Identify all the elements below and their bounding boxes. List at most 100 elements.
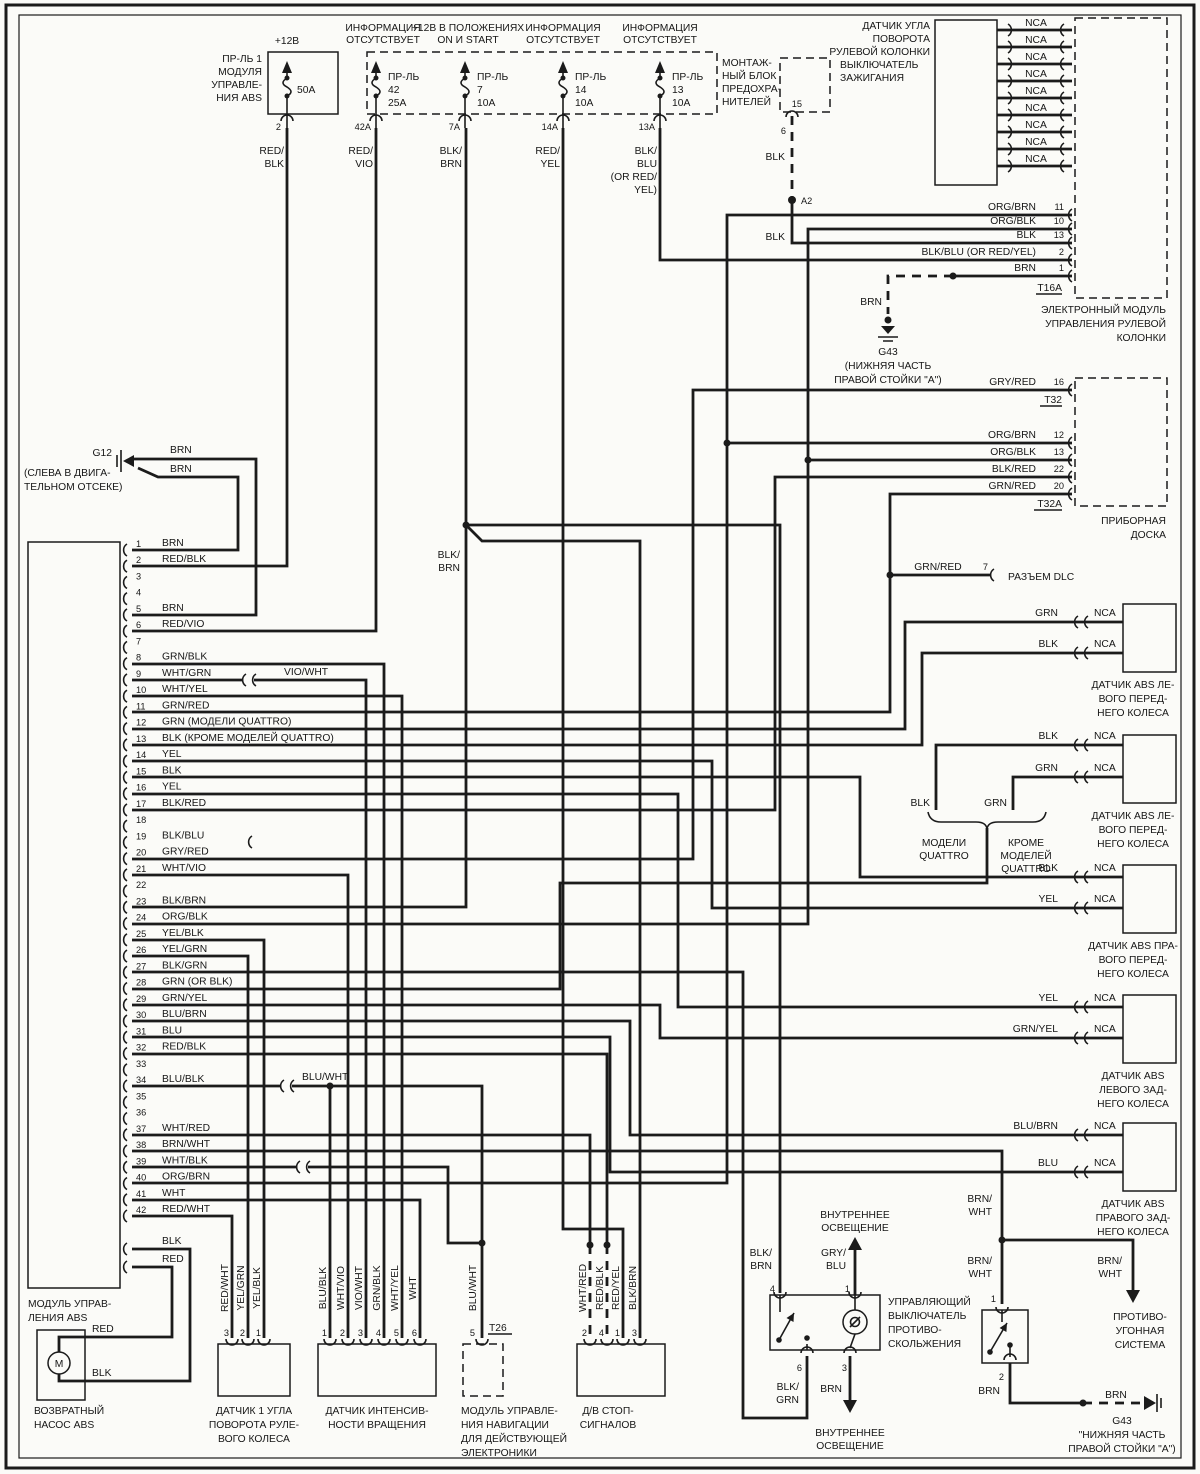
svg-text:ВОГО КОЛЕСА: ВОГО КОЛЕСА xyxy=(218,1434,290,1445)
pin-number: 35 xyxy=(136,1091,146,1101)
junction-a2: A2 xyxy=(801,196,812,206)
svg-text:BLK/: BLK/ xyxy=(635,146,657,157)
module-pin-row: 6 RED/VIO xyxy=(122,619,204,638)
svg-text:RED/BLK: RED/BLK xyxy=(595,1266,606,1310)
svg-text:УГОННАЯ: УГОННАЯ xyxy=(1116,1326,1165,1337)
pin-connector-icon xyxy=(122,868,128,882)
antitheft-switch-box xyxy=(981,1309,1029,1364)
module-pin-row: 12 GRN (МОДЕЛИ QUATTRO) xyxy=(122,717,291,736)
abs-sensor-5-box xyxy=(1122,1122,1177,1192)
pin-connector-icon xyxy=(122,1063,128,1077)
pin-wire-label: BLK xyxy=(162,765,182,776)
interior-light-bottom: ВНУТРЕННЕЕ xyxy=(815,1428,885,1439)
module-pin-row: 32 RED/BLK xyxy=(122,1042,206,1061)
lamp-filament-icon xyxy=(849,1316,861,1328)
svg-text:25A: 25A xyxy=(388,98,406,109)
svg-text:ПОВОРОТА РУЛЕ-: ПОВОРОТА РУЛЕ- xyxy=(209,1420,299,1431)
pin-wire-label: BLK/GRN xyxy=(162,960,207,971)
svg-text:YEL/GRN: YEL/GRN xyxy=(236,1265,247,1310)
module-pin-row: 7 xyxy=(122,636,141,655)
nca-row: NCA xyxy=(997,86,1072,105)
svg-text:RED/: RED/ xyxy=(348,146,373,157)
svg-text:20: 20 xyxy=(1054,481,1064,491)
pin-connector-icon xyxy=(122,933,128,947)
module-pin-row: 41 WHT xyxy=(122,1188,186,1207)
pin-wire-label: GRN/RED xyxy=(162,700,209,711)
svg-text:1: 1 xyxy=(845,1284,850,1294)
module-pin-row: 25 YEL/BLK xyxy=(122,928,204,947)
svg-text:3: 3 xyxy=(358,1328,363,1338)
pin-number: 27 xyxy=(136,961,146,971)
pin9-viowht: VIO/WHT xyxy=(284,667,329,678)
svg-text:BLU/BRN: BLU/BRN xyxy=(1013,1121,1058,1132)
pin-number: 14 xyxy=(136,750,146,760)
svg-text:2: 2 xyxy=(582,1328,587,1338)
svg-text:ЗАЖИГАНИЯ: ЗАЖИГАНИЯ xyxy=(840,73,904,84)
pin-wire-label: WHT/YEL xyxy=(162,684,208,695)
pin-number: 2 xyxy=(136,555,141,565)
svg-text:BRN: BRN xyxy=(1105,1390,1127,1401)
svg-text:16: 16 xyxy=(1054,377,1064,387)
pin-number: 21 xyxy=(136,864,146,874)
svg-text:СИГНАЛОВ: СИГНАЛОВ xyxy=(580,1420,637,1431)
pump-blk: BLK xyxy=(92,1368,112,1379)
svg-text:ВОГО ПЕРЕД-: ВОГО ПЕРЕД- xyxy=(1099,955,1168,966)
fuse42-name: ПР-ЛЬ xyxy=(388,72,419,83)
module-pin-row: 11 GRN/RED xyxy=(122,700,209,720)
pin-wire-label: BLK (КРОМЕ МОДЕЛЕЙ QUATTRO) xyxy=(162,731,334,744)
wires-bottom-sensors xyxy=(132,662,484,1338)
module-pin-row: 39 WHT/BLK xyxy=(122,1155,208,1174)
bottom-pin-arcs-icon xyxy=(225,1291,1017,1361)
pin-number: 32 xyxy=(136,1043,146,1053)
ground-symbols-icon xyxy=(116,336,1162,1412)
nav-wire: BLU/WHT xyxy=(468,1264,479,1311)
wires-abs-sensors xyxy=(132,620,1123,1174)
svg-text:НАСОС ABS: НАСОС ABS xyxy=(34,1420,94,1431)
svg-text:BLK/BRN: BLK/BRN xyxy=(628,1266,639,1310)
pin34-bluwht: BLU/WHT xyxy=(302,1072,349,1083)
module-pin-row: 10 WHT/YEL xyxy=(122,684,208,703)
dlc-name: РАЗЪЕМ DLC xyxy=(1008,572,1075,583)
pin-number: 41 xyxy=(136,1189,146,1199)
svg-text:(СЛЕВА В ДВИГА-: (СЛЕВА В ДВИГА- xyxy=(24,468,111,479)
module-pin-row: 40 ORG/BRN xyxy=(122,1172,210,1191)
pin-number: 30 xyxy=(136,1010,146,1020)
conn-t26: T26 xyxy=(489,1323,507,1334)
wires xyxy=(57,116,1144,1420)
nca-connectors-icon xyxy=(1007,125,1065,139)
nca-connectors-icon xyxy=(1007,57,1065,71)
module-pin-row: 15 BLK xyxy=(122,765,182,785)
svg-text:4: 4 xyxy=(599,1328,604,1338)
svg-text:BRN: BRN xyxy=(1014,263,1036,274)
module-pin-row: 4 xyxy=(122,588,141,606)
svg-text:ДАТЧИК ABS: ДАТЧИК ABS xyxy=(1101,1071,1164,1082)
pin-wire-label: YEL/GRN xyxy=(162,944,207,955)
svg-text:BLK: BLK xyxy=(1017,230,1037,241)
pin-wire-label: ORG/BRN xyxy=(162,1172,210,1183)
nca-connectors-icon xyxy=(1007,23,1065,37)
pin-wire-label: BRN xyxy=(162,603,184,614)
svg-text:10A: 10A xyxy=(575,98,593,109)
svg-text:BRN: BRN xyxy=(750,1261,772,1272)
svg-text:RED/: RED/ xyxy=(535,146,560,157)
svg-text:ВОГО ПЕРЕД-: ВОГО ПЕРЕД- xyxy=(1099,694,1168,705)
svg-text:ПОВОРОТА: ПОВОРОТА xyxy=(873,34,931,45)
pin-number: 40 xyxy=(136,1173,146,1183)
stop-name: Д/В СТОП- xyxy=(582,1406,633,1417)
pin-number: 7 xyxy=(136,636,141,646)
pin-number: 31 xyxy=(136,1026,146,1036)
pin-connector-icon xyxy=(122,559,128,573)
instrument-panel-box xyxy=(1074,377,1168,507)
svg-text:3: 3 xyxy=(224,1328,229,1338)
steering-column-module-box xyxy=(1074,17,1168,299)
svg-text:YEL: YEL xyxy=(1039,993,1059,1004)
wires-dashed xyxy=(588,116,1144,1405)
module-pin-row: 31 BLU xyxy=(122,1025,182,1045)
svg-text:МОДУЛЯ: МОДУЛЯ xyxy=(218,67,262,78)
junction-dots xyxy=(284,75,1087,1407)
svg-text:ПРАВОЙ СТОЙКИ "А"): ПРАВОЙ СТОЙКИ "А") xyxy=(1068,1442,1175,1455)
nca-connectors-icon xyxy=(1007,108,1065,122)
abs-sensor-1-labels: GRN NCA BLK NCA ДАТЧИК ABS ЛЕ- ВОГО ПЕРЕ… xyxy=(1035,608,1174,719)
pin-connector-icon xyxy=(122,592,128,606)
